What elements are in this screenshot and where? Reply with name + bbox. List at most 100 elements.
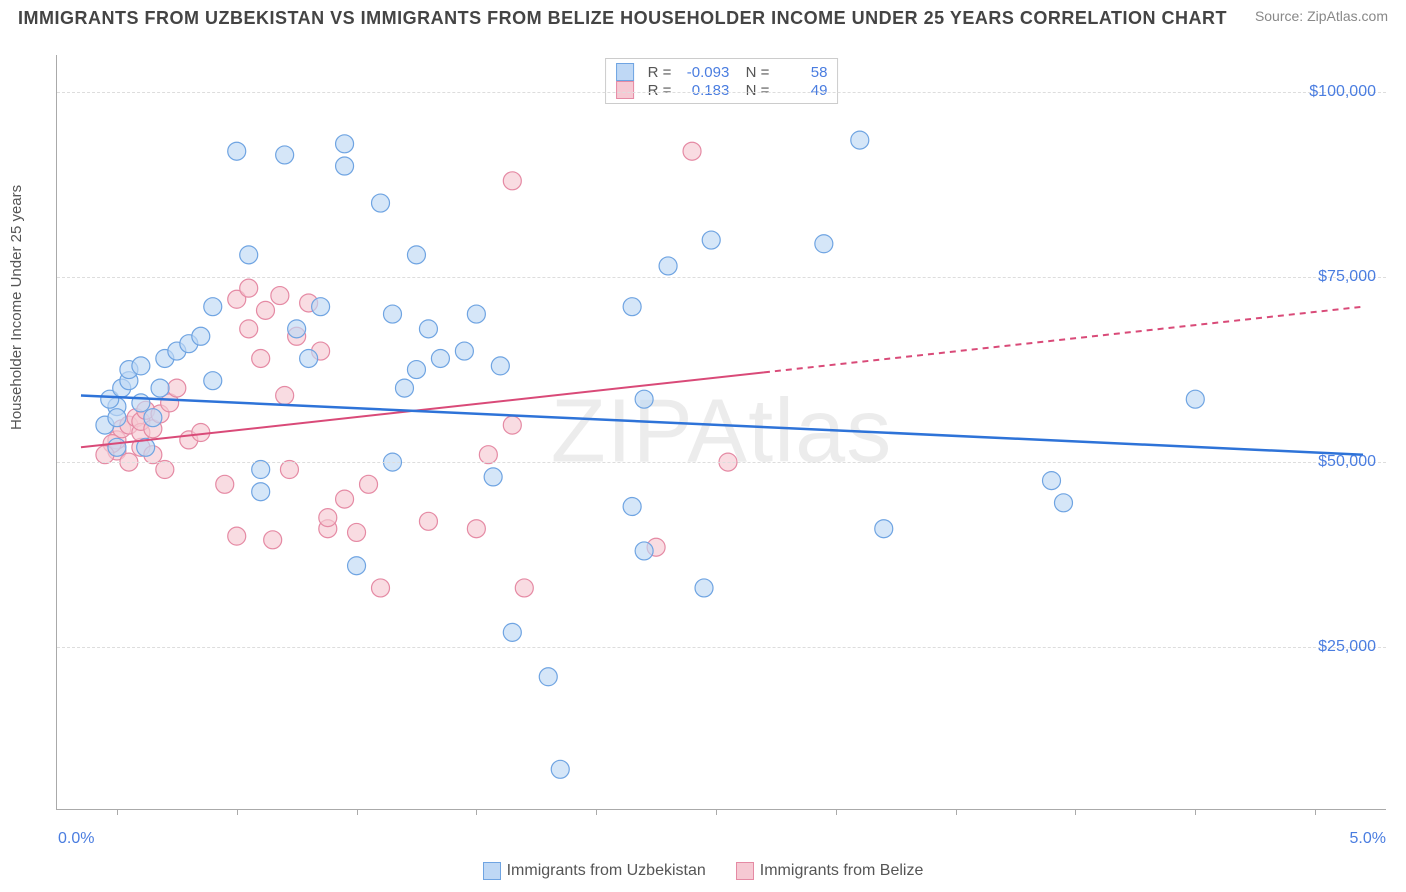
x-tick (596, 809, 597, 815)
data-point (168, 379, 186, 397)
chart-title: IMMIGRANTS FROM UZBEKISTAN VS IMMIGRANTS… (18, 8, 1227, 29)
data-point (702, 231, 720, 249)
belize-n-value: 49 (777, 82, 827, 99)
x-tick (716, 809, 717, 815)
data-point (515, 579, 533, 597)
data-point (204, 298, 222, 316)
legend-item-belize: Immigrants from Belize (736, 862, 924, 880)
data-point (484, 468, 502, 486)
data-point (156, 461, 174, 479)
y-tick-label: $50,000 (1318, 453, 1376, 471)
stats-row-uzbekistan: R = -0.093 N = 58 (616, 63, 828, 81)
data-point (132, 357, 150, 375)
uzbekistan-legend-label: Immigrants from Uzbekistan (507, 862, 706, 879)
data-point (695, 579, 713, 597)
x-tick (1075, 809, 1076, 815)
data-point (319, 509, 337, 527)
gridline (57, 92, 1386, 93)
data-point (300, 349, 318, 367)
data-point (228, 527, 246, 545)
data-point (875, 520, 893, 538)
belize-swatch-icon (616, 81, 634, 99)
x-axis-min-label: 0.0% (58, 830, 94, 848)
data-point (503, 623, 521, 641)
data-point (216, 475, 234, 493)
gridline (57, 462, 1386, 463)
r-label: R = (648, 82, 672, 99)
uzbekistan-swatch-icon (616, 63, 634, 81)
data-point (635, 542, 653, 560)
x-tick (476, 809, 477, 815)
gridline (57, 647, 1386, 648)
data-point (264, 531, 282, 549)
data-point (336, 490, 354, 508)
data-point (336, 135, 354, 153)
data-point (144, 409, 162, 427)
data-point (551, 760, 569, 778)
data-point (407, 361, 425, 379)
x-tick (237, 809, 238, 815)
data-point (252, 349, 270, 367)
data-point (288, 320, 306, 338)
y-tick-label: $25,000 (1318, 638, 1376, 656)
data-point (348, 523, 366, 541)
data-point (539, 668, 557, 686)
data-point (256, 301, 274, 319)
data-point (276, 386, 294, 404)
uzbekistan-swatch-icon (483, 862, 501, 880)
x-tick (836, 809, 837, 815)
data-point (815, 235, 833, 253)
data-point (395, 379, 413, 397)
data-point (491, 357, 509, 375)
data-point (683, 142, 701, 160)
data-point (1043, 472, 1061, 490)
data-point (503, 416, 521, 434)
data-point (280, 461, 298, 479)
data-point (228, 142, 246, 160)
data-point (419, 512, 437, 530)
data-point (479, 446, 497, 464)
data-point (1054, 494, 1072, 512)
data-point (383, 305, 401, 323)
y-tick-label: $100,000 (1309, 83, 1376, 101)
data-point (623, 298, 641, 316)
legend-item-uzbekistan: Immigrants from Uzbekistan (483, 862, 706, 880)
data-point (467, 520, 485, 538)
data-point (431, 349, 449, 367)
data-point (312, 298, 330, 316)
data-point (240, 246, 258, 264)
data-point (336, 157, 354, 175)
trend-line-dashed (764, 307, 1363, 373)
data-point (240, 279, 258, 297)
y-tick-label: $75,000 (1318, 268, 1376, 286)
stats-legend: R = -0.093 N = 58 R = 0.183 N = 49 (605, 58, 839, 104)
x-tick (117, 809, 118, 815)
data-point (407, 246, 425, 264)
series-legend: Immigrants from Uzbekistan Immigrants fr… (0, 862, 1406, 880)
x-tick (956, 809, 957, 815)
data-point (635, 390, 653, 408)
r-label: R = (648, 64, 672, 81)
y-axis-label: Householder Income Under 25 years (8, 185, 25, 430)
belize-r-value: 0.183 (679, 82, 729, 99)
source-label: Source: ZipAtlas.com (1255, 8, 1388, 24)
gridline (57, 277, 1386, 278)
x-axis-max-label: 5.0% (1350, 830, 1386, 848)
uzbekistan-r-value: -0.093 (679, 64, 729, 81)
stats-row-belize: R = 0.183 N = 49 (616, 81, 828, 99)
data-point (108, 438, 126, 456)
scatter-plot-svg (57, 55, 1386, 809)
x-tick (357, 809, 358, 815)
data-point (503, 172, 521, 190)
data-point (276, 146, 294, 164)
belize-legend-label: Immigrants from Belize (760, 862, 924, 879)
x-tick (1315, 809, 1316, 815)
data-point (419, 320, 437, 338)
data-point (192, 327, 210, 345)
belize-swatch-icon (736, 862, 754, 880)
chart-plot-area: ZIPAtlas R = -0.093 N = 58 R = 0.183 N =… (56, 55, 1386, 810)
data-point (455, 342, 473, 360)
x-tick (1195, 809, 1196, 815)
data-point (151, 379, 169, 397)
data-point (467, 305, 485, 323)
